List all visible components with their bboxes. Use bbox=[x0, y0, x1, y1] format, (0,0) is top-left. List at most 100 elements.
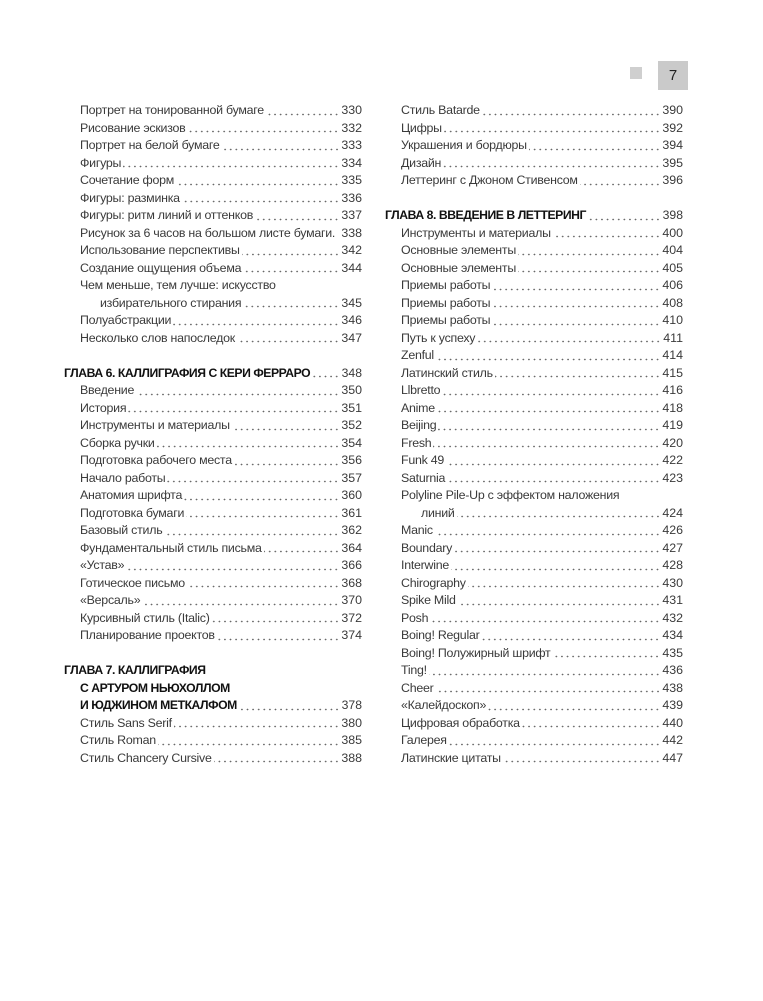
toc-page-number: 338 bbox=[341, 225, 362, 240]
toc-label: Портрет на тонированной бумаге bbox=[80, 103, 264, 117]
dot-leader bbox=[211, 613, 340, 623]
toc-label: Saturnia bbox=[401, 470, 446, 485]
dot-leader bbox=[231, 420, 340, 431]
toc-page-number: 351 bbox=[341, 400, 362, 415]
toc-label: «Версаль» bbox=[80, 593, 141, 607]
toc-entry: Boing! Regular 434 bbox=[385, 627, 683, 645]
toc-label: Галерея bbox=[401, 733, 447, 747]
toc-label: Латинский стиль bbox=[401, 365, 493, 380]
toc-entry: Портрет на белой бумаге 333 bbox=[64, 137, 362, 155]
toc-entry: Цифровая обработка 440 bbox=[385, 715, 683, 733]
toc-page-number: 406 bbox=[662, 278, 683, 292]
dot-leader bbox=[213, 753, 340, 763]
toc-entry: Стиль Chancery Cursive 388 bbox=[64, 750, 362, 768]
toc-label: Фигуры: ритм линий и оттенков bbox=[80, 208, 254, 222]
toc-page-number: 354 bbox=[341, 435, 362, 450]
dot-leader bbox=[435, 683, 661, 693]
toc-page-number: 390 bbox=[662, 103, 683, 117]
toc-entry: Леттеринг с Джоном Стивенсом 396 bbox=[385, 172, 683, 190]
toc-entry: Инструменты и материалы 352 bbox=[64, 417, 362, 435]
toc-entry: Фигуры 334 bbox=[64, 155, 362, 173]
toc-page-number: 385 bbox=[341, 733, 362, 747]
toc-entry: Чем меньше, тем лучше: искусство bbox=[64, 277, 362, 295]
dot-leader bbox=[518, 263, 661, 273]
dot-leader bbox=[167, 473, 340, 483]
toc-page-number: 440 bbox=[662, 715, 683, 730]
dot-leader bbox=[552, 648, 661, 658]
dot-leader bbox=[236, 333, 340, 343]
dot-leader bbox=[173, 718, 340, 728]
toc-page-number: 414 bbox=[662, 348, 683, 362]
toc-page-number: 368 bbox=[341, 575, 362, 590]
toc-label: Boing! Regular bbox=[401, 628, 480, 642]
toc-page-number: 442 bbox=[662, 733, 683, 747]
toc-entry: Приемы работы 410 bbox=[385, 312, 683, 330]
toc-entry: Фигуры: разминка 336 bbox=[64, 190, 362, 208]
page-number: 7 bbox=[668, 67, 678, 84]
toc-page-number: 422 bbox=[662, 453, 683, 467]
toc-label: Фигуры: разминка bbox=[80, 190, 180, 205]
chapter-heading: ГЛАВА 6. КАЛЛИГРАФИЯ С КЕРИ ФЕРРАРО 348 bbox=[64, 365, 362, 383]
toc-page-number: 336 bbox=[341, 190, 362, 205]
dot-leader bbox=[587, 210, 661, 221]
dot-leader bbox=[128, 403, 340, 413]
toc-entry: Chirography 430 bbox=[385, 575, 683, 593]
toc-entry: Фигуры: ритм линий и оттенков 337 bbox=[64, 207, 362, 225]
toc-label: Несколько слов напоследок bbox=[80, 330, 235, 345]
toc-entry: Портрет на тонированной бумаге 330 bbox=[64, 102, 362, 120]
toc-entry: «Калейдоскоп» 439 bbox=[385, 697, 683, 715]
toc-label: Украшения и бордюры bbox=[401, 138, 527, 152]
toc-label: Beijing bbox=[401, 418, 437, 432]
toc-page-number: 404 bbox=[662, 243, 683, 257]
toc-page-number: 424 bbox=[662, 505, 683, 520]
toc-label: линий bbox=[421, 505, 455, 520]
toc-page-number: 438 bbox=[662, 680, 683, 695]
toc-entry: Подготовка бумаги 361 bbox=[64, 505, 362, 523]
toc-page-number: 342 bbox=[341, 243, 362, 257]
toc-page-number: 427 bbox=[662, 540, 683, 555]
toc-entry: Boing! Полужирный шрифт 435 bbox=[385, 645, 683, 663]
toc-label: Стиль Batarde bbox=[401, 103, 480, 117]
dot-leader bbox=[552, 228, 661, 238]
toc-entry: Beijing 419 bbox=[385, 417, 683, 435]
toc-entry: Анатомия шрифта 360 bbox=[64, 487, 362, 505]
dot-leader bbox=[337, 228, 340, 238]
toc-label: Рисунок за 6 часов на большом листе бума… bbox=[80, 225, 336, 240]
toc-entry: Подготовка рабочего места 356 bbox=[64, 452, 362, 470]
chapter-heading: ГЛАВА 7. КАЛЛИГРАФИЯ bbox=[64, 662, 362, 680]
toc-entry: Cheer 438 bbox=[385, 680, 683, 698]
toc-label: Фигуры bbox=[80, 155, 122, 170]
toc-entry: Interwine 428 bbox=[385, 557, 683, 575]
toc-label: Стиль Chancery Cursive bbox=[80, 750, 212, 765]
toc-entry: Anime 418 bbox=[385, 400, 683, 418]
toc-page-number: 366 bbox=[341, 558, 362, 572]
toc-label: Использование перспективы bbox=[80, 243, 240, 257]
toc-entry: Стиль Batarde 390 bbox=[385, 102, 683, 120]
toc-page-number: 400 bbox=[662, 225, 683, 240]
toc-label: Приемы работы bbox=[401, 295, 491, 310]
toc-entry: Латинский стиль 415 bbox=[385, 365, 683, 383]
toc-label: Начало работы bbox=[80, 470, 166, 485]
toc-entry: Базовый стиль 362 bbox=[64, 522, 362, 540]
dot-leader bbox=[438, 420, 661, 431]
toc-page-number: 408 bbox=[662, 295, 683, 310]
toc-label: Латинские цитаты bbox=[401, 750, 501, 765]
toc-entry: Ting! 436 bbox=[385, 662, 683, 680]
dot-leader bbox=[446, 455, 661, 466]
toc-label: Funk 49 bbox=[401, 453, 445, 467]
toc-entry: Украшения и бордюры 394 bbox=[385, 137, 683, 155]
toc-label: ГЛАВА 6. КАЛЛИГРАФИЯ С КЕРИ ФЕРРАРО bbox=[64, 365, 311, 380]
toc-label: Основные элементы bbox=[401, 260, 516, 275]
dot-leader bbox=[265, 105, 340, 116]
toc-page-number: 398 bbox=[662, 208, 683, 222]
toc-entry: Polyline Pile-Up с эффектом наложения bbox=[385, 487, 683, 505]
toc-page-number: 415 bbox=[662, 365, 683, 380]
dot-leader bbox=[255, 210, 340, 221]
chapter-heading: И ЮДЖИНОМ МЕТКАЛФОМ 378 bbox=[64, 697, 362, 715]
toc-page-number: 370 bbox=[341, 593, 362, 607]
toc-label: Инструменты и материалы bbox=[401, 225, 551, 240]
toc-entry: Планирование проектов 374 bbox=[64, 627, 362, 645]
chapter-heading: С АРТУРОМ НЬЮХОЛЛОМ bbox=[64, 680, 362, 698]
dot-leader bbox=[494, 368, 661, 378]
toc-entry: Фундаментальный стиль письма 364 bbox=[64, 540, 362, 558]
